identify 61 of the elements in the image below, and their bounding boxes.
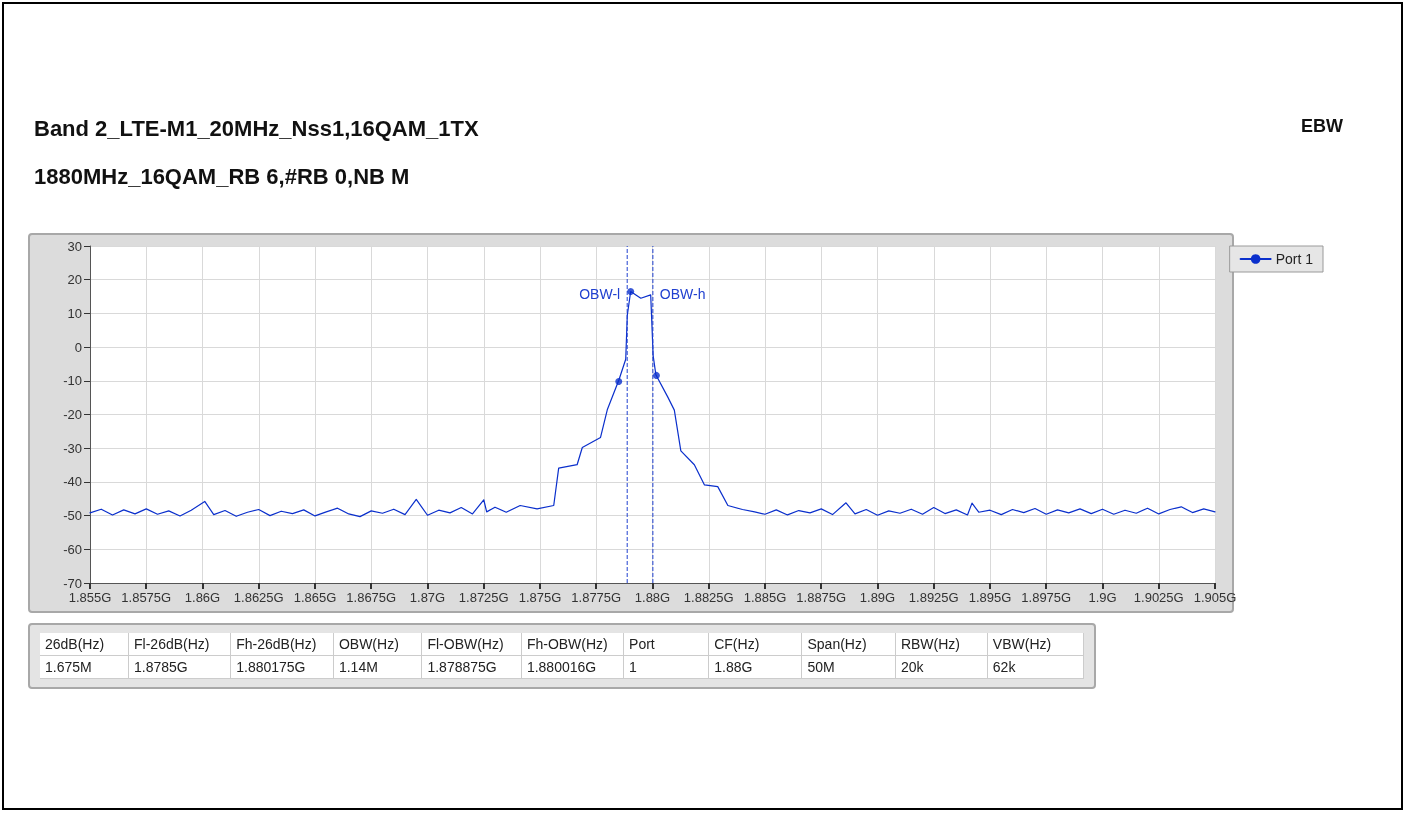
text: RBW(Hz) [895, 633, 988, 656]
ref-line-label: OBW-l [579, 286, 621, 302]
y-tick-label: 10 [67, 305, 82, 321]
x-tick-label: 1.875G [518, 590, 562, 605]
y-tick-label: -70 [63, 575, 82, 591]
x-tick-label: 1.88G [634, 590, 671, 605]
x-tick-label: 1.8675G [346, 590, 397, 605]
x-tick-label: 1.87G [409, 590, 446, 605]
x-tick-label: 1.8575G [121, 590, 172, 605]
text: OBW(Hz) [333, 633, 422, 656]
x-tick-label: 1.905G [1193, 590, 1237, 605]
text: 1.88G [708, 655, 802, 679]
x-tick-label: 1.8875G [796, 590, 847, 605]
text: 1.880175G [230, 655, 334, 679]
chart-subtitle: 1880MHz_16QAM_RB 6,#RB 0,NB M [34, 164, 410, 190]
x-tick-label: 1.865G [293, 590, 337, 605]
y-tick-label: -40 [63, 474, 82, 490]
x-tick-label: 1.8975G [1021, 590, 1072, 605]
text: EBW [1301, 116, 1343, 137]
text: CF(Hz) [708, 633, 802, 656]
y-tick-label: -60 [63, 541, 82, 557]
chart-title: Band 2_LTE-M1_20MHz_Nss1,16QAM_1TX [34, 116, 479, 142]
text: 20k [895, 655, 988, 679]
y-tick-label: 0 [74, 339, 82, 355]
x-tick-label: 1.9025G [1133, 590, 1184, 605]
x-tick-label: 1.89G [859, 590, 896, 605]
x-tick-label: 1.8725G [458, 590, 509, 605]
y-tick-label: -10 [63, 373, 82, 389]
legend-label: Port 1 [1275, 251, 1314, 267]
line-series [89, 290, 1216, 518]
text: Fl-OBW(Hz) [421, 633, 522, 656]
text: 1.8785G [128, 655, 231, 679]
text: VBW(Hz) [987, 633, 1084, 656]
text: 1.880016G [521, 655, 624, 679]
text: 1.878875G [421, 655, 522, 679]
x-tick-label: 1.8825G [683, 590, 734, 605]
text: 1 [623, 655, 709, 679]
text: 1.675M [40, 655, 129, 679]
x-tick-label: 1.885G [743, 590, 787, 605]
text: Fl-26dB(Hz) [128, 633, 231, 656]
x-tick-label: 1.8775G [571, 590, 622, 605]
text: 50M [801, 655, 896, 679]
text: 26dB(Hz) [40, 633, 129, 656]
y-tick-label: -30 [63, 440, 82, 456]
y-tick-label: 30 [67, 238, 82, 254]
ref-line-label: OBW-h [659, 286, 706, 302]
text: 1.14M [333, 655, 422, 679]
x-tick-label: 1.9G [1088, 590, 1117, 605]
y-tick-label: -20 [63, 407, 82, 422]
y-tick-label: 20 [67, 272, 82, 288]
x-tick-label: 1.86G [184, 590, 221, 605]
text: Span(Hz) [801, 633, 896, 656]
text: 62k [987, 655, 1084, 679]
x-tick-label: 1.8625G [233, 590, 284, 605]
text: Port [623, 633, 709, 656]
x-tick-label: 1.895G [968, 590, 1012, 605]
x-tick-label: 1.855G [68, 590, 112, 605]
x-tick-label: 1.8925G [908, 590, 959, 605]
y-tick-label: -50 [63, 508, 82, 524]
text: Fh-26dB(Hz) [230, 633, 334, 656]
text: Fh-OBW(Hz) [521, 633, 624, 656]
